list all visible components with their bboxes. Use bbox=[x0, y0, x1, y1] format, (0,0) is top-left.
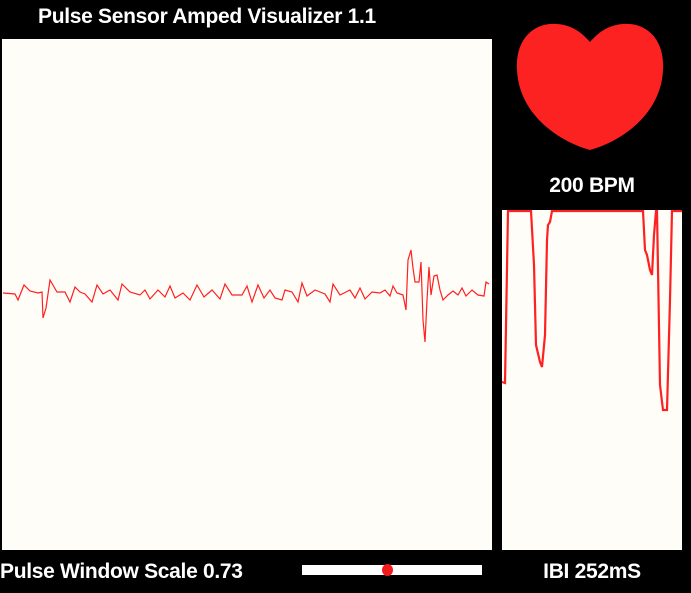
bpm-history-line bbox=[502, 210, 682, 412]
heart-shape bbox=[516, 23, 664, 150]
slider-handle[interactable] bbox=[381, 564, 393, 576]
bpm-readout: 200 BPM bbox=[549, 174, 635, 197]
heart-icon bbox=[516, 23, 664, 150]
pulse-waveform-line bbox=[2, 249, 490, 343]
bpm-history-graph bbox=[502, 210, 682, 412]
pulse-window-scale-slider[interactable] bbox=[302, 564, 482, 576]
pulse-waveform-window bbox=[2, 39, 492, 550]
bpm-history-window bbox=[502, 210, 682, 550]
pulse-waveform-graph bbox=[2, 249, 490, 343]
pulse-window-scale-label: Pulse Window Scale 0.73 bbox=[0, 560, 243, 583]
ibi-readout: IBI 252mS bbox=[543, 560, 641, 583]
app-title: Pulse Sensor Amped Visualizer 1.1 bbox=[38, 5, 376, 28]
